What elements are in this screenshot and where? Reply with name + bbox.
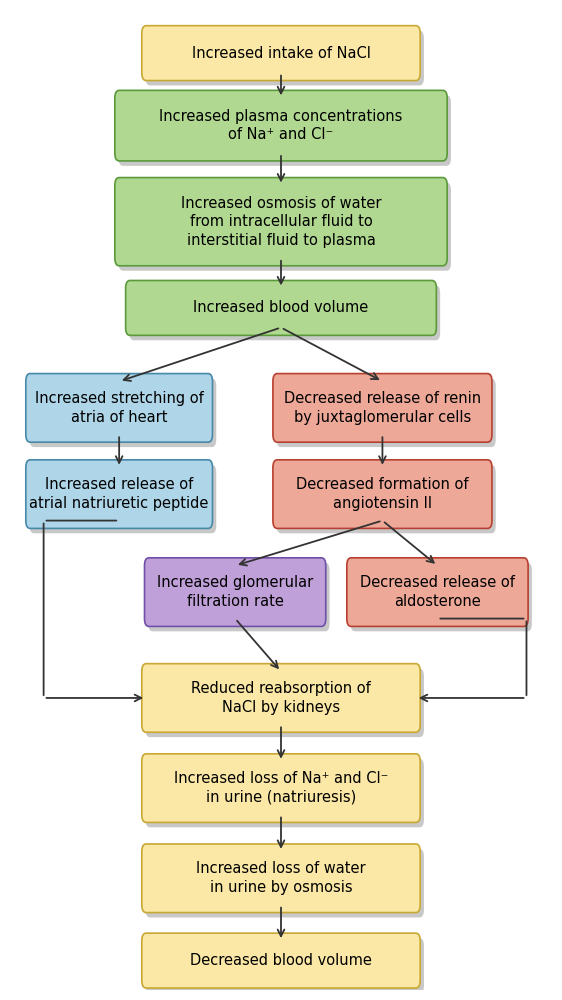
- Text: Decreased blood volume: Decreased blood volume: [190, 953, 372, 968]
- FancyBboxPatch shape: [129, 285, 440, 340]
- FancyBboxPatch shape: [144, 558, 326, 626]
- FancyBboxPatch shape: [115, 178, 447, 266]
- FancyBboxPatch shape: [119, 95, 451, 166]
- FancyBboxPatch shape: [30, 378, 216, 447]
- Text: Reduced reabsorption of
NaCl by kidneys: Reduced reabsorption of NaCl by kidneys: [191, 681, 371, 715]
- FancyBboxPatch shape: [273, 374, 492, 442]
- Text: Increased glomerular
filtration rate: Increased glomerular filtration rate: [157, 575, 313, 609]
- FancyBboxPatch shape: [119, 182, 451, 271]
- Text: Increased release of
atrial natriuretic peptide: Increased release of atrial natriuretic …: [29, 477, 209, 511]
- FancyBboxPatch shape: [146, 31, 424, 85]
- Text: Increased intake of NaCl: Increased intake of NaCl: [192, 46, 370, 61]
- Text: Decreased formation of
angiotensin II: Decreased formation of angiotensin II: [296, 477, 469, 511]
- FancyBboxPatch shape: [146, 938, 424, 993]
- Text: Increased loss of Na⁺ and Cl⁻
in urine (natriuresis): Increased loss of Na⁺ and Cl⁻ in urine (…: [174, 771, 388, 805]
- FancyBboxPatch shape: [142, 754, 420, 822]
- Text: Increased blood volume: Increased blood volume: [193, 300, 369, 315]
- FancyBboxPatch shape: [277, 378, 496, 447]
- FancyBboxPatch shape: [142, 844, 420, 913]
- Text: Increased plasma concentrations
of Na⁺ and Cl⁻: Increased plasma concentrations of Na⁺ a…: [159, 109, 403, 142]
- FancyBboxPatch shape: [351, 563, 532, 631]
- Text: Increased osmosis of water
from intracellular fluid to
interstitial fluid to pla: Increased osmosis of water from intracel…: [181, 196, 381, 248]
- FancyBboxPatch shape: [142, 664, 420, 732]
- Text: Increased loss of water
in urine by osmosis: Increased loss of water in urine by osmo…: [196, 861, 366, 895]
- FancyBboxPatch shape: [347, 558, 528, 626]
- FancyBboxPatch shape: [273, 460, 492, 528]
- FancyBboxPatch shape: [115, 90, 447, 161]
- FancyBboxPatch shape: [30, 465, 216, 533]
- Text: Decreased release of renin
by juxtaglomerular cells: Decreased release of renin by juxtaglome…: [284, 391, 481, 425]
- FancyBboxPatch shape: [126, 280, 436, 335]
- FancyBboxPatch shape: [146, 669, 424, 737]
- FancyBboxPatch shape: [142, 26, 420, 81]
- FancyBboxPatch shape: [26, 460, 212, 528]
- Text: Increased stretching of
atria of heart: Increased stretching of atria of heart: [35, 391, 203, 425]
- FancyBboxPatch shape: [146, 849, 424, 917]
- FancyBboxPatch shape: [146, 759, 424, 827]
- FancyBboxPatch shape: [142, 933, 420, 988]
- Text: Decreased release of
aldosterone: Decreased release of aldosterone: [360, 575, 515, 609]
- FancyBboxPatch shape: [148, 563, 329, 631]
- FancyBboxPatch shape: [277, 465, 496, 533]
- FancyBboxPatch shape: [26, 374, 212, 442]
